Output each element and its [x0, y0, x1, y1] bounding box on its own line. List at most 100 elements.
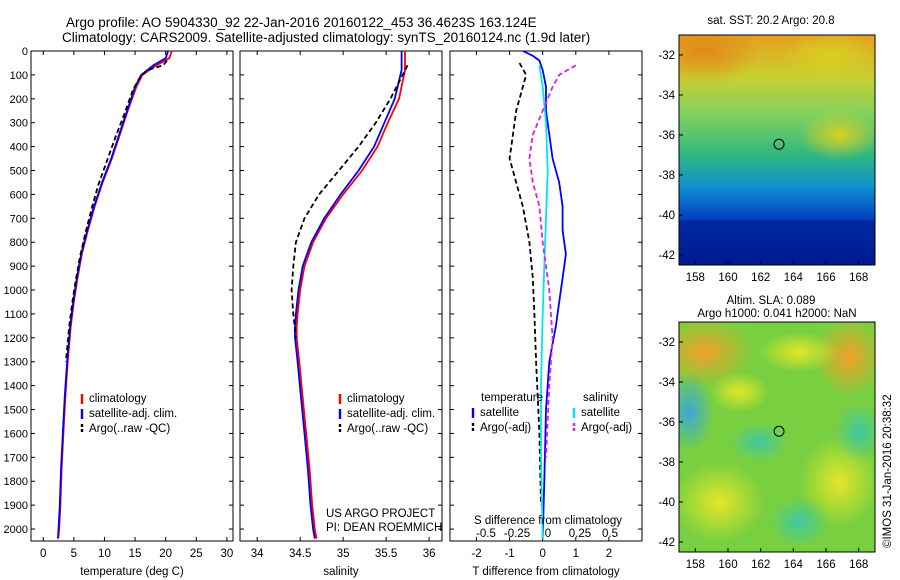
depth-tick-label: 700 — [10, 213, 28, 225]
depth-tick-label: 900 — [10, 261, 28, 273]
sst_map-xtick-label: 166 — [816, 272, 835, 284]
sst_map-xtick-label: 162 — [751, 272, 770, 284]
salinity-xtick-label: 35 — [337, 548, 350, 560]
differences-xtick-label: -2 — [471, 548, 481, 560]
temperature-xlabel: temperature (deg C) — [80, 566, 184, 578]
diff-legend-label: satellite — [480, 407, 519, 419]
differences-xtick-label: -1 — [504, 548, 514, 560]
sst_map-xtick-label: 168 — [849, 272, 868, 284]
sst_map-ytick-label: -38 — [658, 170, 675, 182]
differences-xtick-label: 0 — [539, 548, 545, 560]
salinity-xtick-label: 35.5 — [375, 548, 397, 560]
differences-series-temperature-argo-adj- — [508, 62, 542, 506]
depth-tick-label: 1900 — [4, 500, 28, 512]
sla_map-ytick-label: -40 — [658, 497, 675, 509]
temperature-xtick-label: 30 — [220, 548, 233, 560]
sst_map-ytick-label: -42 — [658, 250, 675, 262]
differences-series-salinity-argo-adj- — [528, 64, 577, 458]
sla_map-ytick-label: -36 — [658, 417, 675, 429]
salinity-diff-tick-label: -0.25 — [504, 528, 530, 540]
salinity-diff-tick-label: 0.5 — [602, 528, 618, 540]
sla_map-field — [679, 322, 875, 552]
salinity-diff-tick-label: 0.25 — [569, 528, 591, 540]
diff-legend-label: Argo(-adj) — [581, 422, 632, 434]
diff-legend-salinity-header: salinity — [583, 392, 618, 404]
temperature-legend-label: Argo(..raw -QC) — [89, 423, 170, 435]
sst-map-title: sat. SST: 20.2 Argo: 20.8 — [707, 15, 834, 27]
temperature-axes-frame — [30, 50, 234, 542]
plot-temperature: 0100200300400500600700800900100011001200… — [4, 46, 234, 578]
depth-tick-label: 0 — [22, 46, 28, 58]
differences-xtick-label: 2 — [606, 548, 612, 560]
sst_map-frame — [678, 34, 876, 266]
temperature-xtick-label: 5 — [71, 548, 77, 560]
sla-map-title: Altim. SLA: 0.089 — [727, 295, 816, 307]
sst_map-ytick-label: -32 — [658, 50, 675, 62]
sst_map-argo-location-marker — [773, 138, 785, 150]
pi-annotation: PI: DEAN ROEMMICH — [326, 522, 442, 534]
plot-differences: -2 -1 0 1 2 T difference from climatology -0.5… — [449, 50, 643, 578]
diff-legend-temperature-header: temperature — [481, 392, 543, 404]
sla_map-ytick-label: -32 — [658, 337, 675, 349]
sst-warm-patch — [679, 35, 764, 85]
salinity-xtick-label: 36 — [423, 548, 436, 560]
sla_map-xtick-label: 164 — [784, 559, 804, 571]
depth-tick-label: 300 — [10, 118, 28, 130]
salinity-xlabel: salinity — [323, 566, 358, 578]
sla_map-xtick-label: 158 — [686, 559, 705, 571]
sst_map-ytick-label: -40 — [658, 210, 675, 222]
sla_map-frame — [678, 321, 876, 553]
sla_map-ytick-label: -34 — [658, 377, 675, 389]
sst_map-ytick-label: -34 — [658, 90, 675, 102]
sla-anomaly-patch — [679, 462, 764, 542]
depth-tick-label: 1100 — [4, 309, 28, 321]
depth-tick-label: 600 — [10, 189, 28, 201]
differences-series-temperature-satellite — [522, 50, 567, 539]
salinity-diff-xlabel: S difference from climatology — [474, 515, 622, 527]
salinity-diff-tick-label: 0 — [545, 528, 551, 540]
differences-xtick-label: 1 — [573, 548, 579, 560]
map-sla_map: 158 160 162 164 166 168 -32 -34 -36 -38 -40 -42 Alti… — [658, 295, 876, 571]
sla_map-xtick-label: 166 — [816, 559, 835, 571]
header-title-line2: Climatology: CARS2009. Satellite-adjuste… — [62, 30, 590, 45]
sla_map-argo-location-marker — [773, 425, 785, 437]
sla-anomaly-patch — [679, 372, 714, 452]
diff-legend-label: satellite — [581, 407, 620, 419]
salinity-diff-tick-label: -0.5 — [476, 528, 496, 540]
sst_map-ytick-label: -36 — [658, 130, 675, 142]
salinity-xtick-label: 34.5 — [289, 548, 311, 560]
argo-height-title: Argo h1000: 0.041 h2000: NaN — [697, 308, 856, 320]
map-sst_map: 158 160 162 164 166 168 -32 -34 -36 -38 -40 -42 sat.… — [658, 15, 876, 284]
salinity-series-climatology — [295, 51, 406, 539]
sst-warm-patch — [784, 35, 874, 80]
depth-tick-label: 1300 — [4, 357, 28, 369]
temperature-xtick-label: 20 — [159, 548, 172, 560]
salinity-axes-frame — [239, 50, 443, 542]
salinity-legend-label: climatology — [347, 393, 405, 405]
temperature-xtick-label: 0 — [40, 548, 46, 560]
sla-anomaly-patch — [729, 422, 789, 462]
sst-cold-band — [679, 220, 875, 265]
sla_map-xtick-label: 168 — [849, 559, 868, 571]
sla_map-ytick-label: -38 — [658, 457, 675, 469]
sla_map-xtick-label: 160 — [718, 559, 737, 571]
temperature-xtick-label: 25 — [190, 548, 203, 560]
credit-timestamp: ©IMOS 31-Jan-2016 20:38:32 — [882, 394, 894, 548]
temperature-series-argo-raw-qc- — [65, 60, 168, 362]
sst-warm-patch — [799, 110, 875, 160]
plot-salinity: 34 34.5 35 35.5 36 salinity climatology satelli… — [239, 50, 443, 578]
salinity-xtick-label: 34 — [251, 548, 264, 560]
depth-tick-label: 1700 — [4, 452, 28, 464]
sla-anomaly-patch — [759, 332, 839, 372]
sla-anomaly-patch — [709, 372, 769, 412]
sla-anomaly-patch — [679, 322, 754, 387]
header-title-line1: Argo profile: AO 5904330_92 22-Jan-2016 … — [66, 15, 537, 30]
sla-anomaly-patch — [834, 402, 875, 462]
sla-anomaly-patch — [769, 497, 829, 547]
temperature-legend-label: satellite-adj. clim. — [89, 408, 177, 420]
temperature-legend-label: climatology — [89, 393, 147, 405]
salinity-legend-label: Argo(..raw -QC) — [347, 423, 428, 435]
sst_map-xtick-label: 160 — [718, 272, 737, 284]
